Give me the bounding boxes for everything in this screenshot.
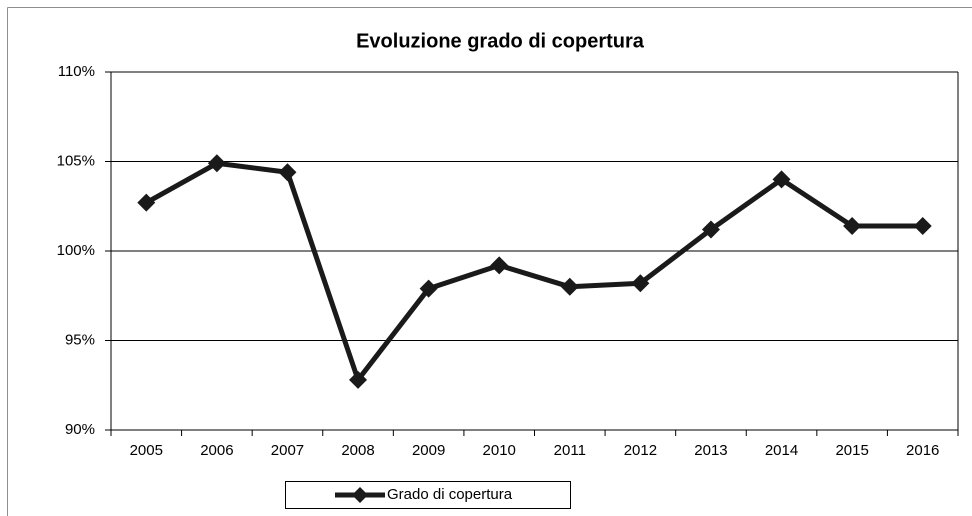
x-tick-label: 2016	[906, 442, 939, 459]
x-tick-label: 2008	[341, 442, 374, 459]
legend-box	[285, 481, 571, 509]
x-tick-label: 2006	[200, 442, 233, 459]
y-tick-label: 90%	[65, 421, 95, 438]
chart-title: Evoluzione grado di copertura	[356, 30, 645, 52]
y-tick-label: 105%	[57, 152, 95, 169]
marker	[490, 256, 509, 275]
marker	[772, 170, 791, 189]
series-line	[145, 160, 923, 383]
legend-marker	[352, 487, 368, 503]
y-tick-label: 100%	[57, 242, 95, 259]
marker	[701, 220, 720, 239]
marker	[913, 216, 932, 235]
x-tick-label: 2007	[271, 442, 304, 459]
marker	[278, 163, 297, 182]
x-tick-label: 2012	[624, 442, 657, 459]
marker	[419, 279, 438, 298]
y-tick-label: 110%	[58, 63, 95, 80]
legend-label: Grado di copertura	[387, 486, 513, 503]
x-tick-label: 2013	[694, 442, 727, 459]
marker	[843, 216, 862, 235]
marker	[560, 277, 579, 296]
x-tick-label: 2005	[130, 442, 163, 459]
x-tick-label: 2009	[412, 442, 445, 459]
y-tick-label: 95%	[65, 331, 95, 348]
x-tick-label: 2010	[483, 442, 516, 459]
marker	[137, 193, 156, 212]
x-tick-label: 2011	[554, 442, 586, 459]
marker	[349, 370, 368, 389]
marker	[631, 274, 650, 293]
x-tick-label: 2014	[765, 442, 798, 459]
x-tick-label: 2015	[835, 442, 868, 459]
marker	[207, 154, 226, 173]
